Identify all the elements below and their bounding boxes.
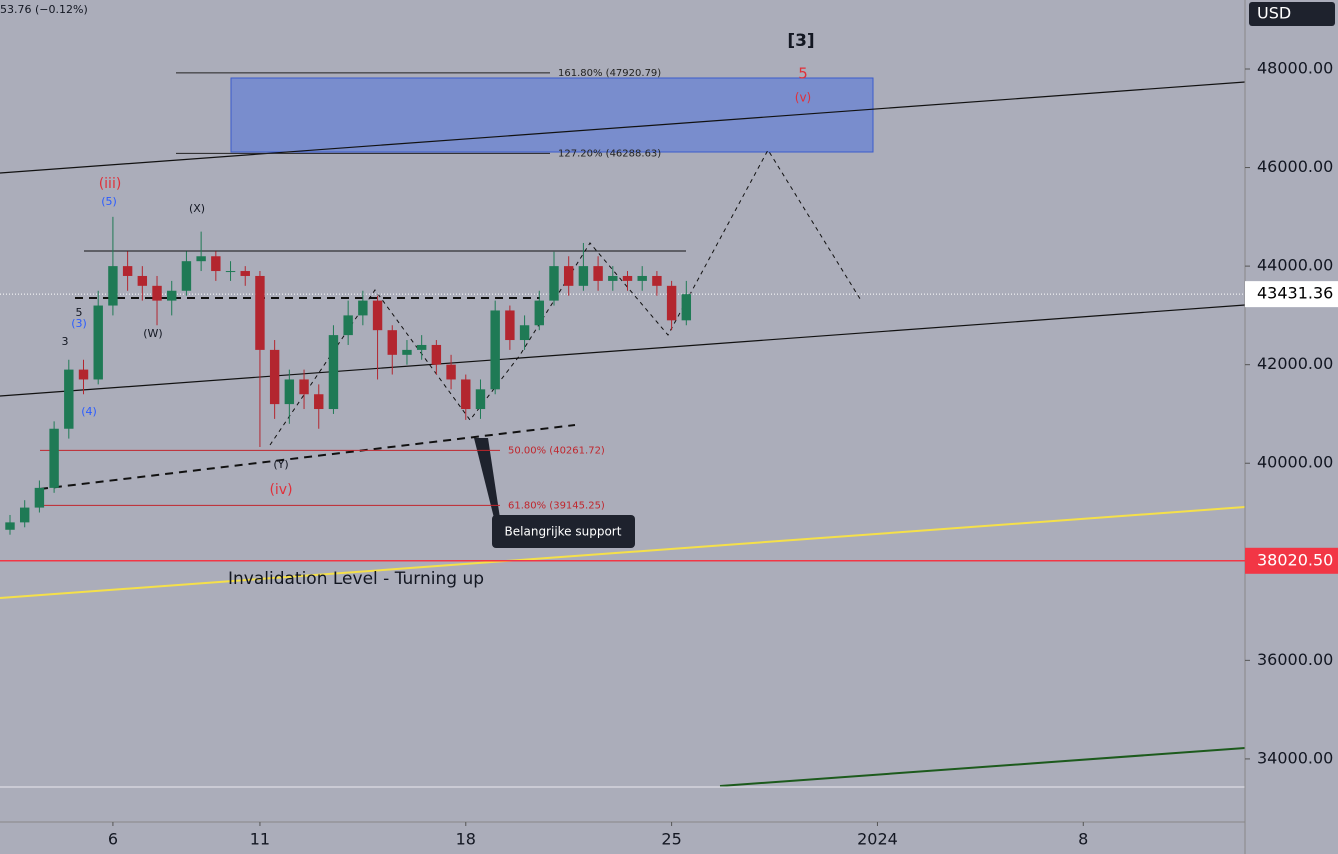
candle-body <box>666 285 677 321</box>
candle-body <box>328 335 339 410</box>
currency: USD <box>1257 4 1291 23</box>
candle-body <box>593 266 603 281</box>
lower-channel <box>0 304 1246 397</box>
candle-body <box>284 379 295 405</box>
candle-body <box>578 266 589 286</box>
candle-body <box>549 266 559 301</box>
candle-body <box>622 275 633 281</box>
yellow-trend <box>0 506 1246 599</box>
candle-body <box>196 256 206 262</box>
price-box <box>1245 281 1338 308</box>
candle-body <box>78 369 89 380</box>
candle-body <box>255 275 265 350</box>
fib-label: 50.00% (40261.72) <box>508 445 605 456</box>
y-tick-label: 48000.00 <box>1257 58 1333 77</box>
candle-body <box>64 369 74 429</box>
candle-body <box>225 271 236 273</box>
candle-body <box>343 315 353 336</box>
x-tick-label: 6 <box>108 830 118 849</box>
y-tick-label: 40000.00 <box>1257 453 1333 472</box>
y-tick-label: 34000.00 <box>1257 748 1333 767</box>
candle-body <box>387 330 397 355</box>
y-tick-label: 44000.00 <box>1257 256 1333 275</box>
candle-body <box>152 285 162 301</box>
support-trend <box>39 424 576 490</box>
candle-body <box>416 344 427 350</box>
currency-box <box>1249 2 1335 26</box>
upper-channel <box>0 81 1246 174</box>
candle-body <box>608 275 618 281</box>
fib-label: 127.20% (46288.63) <box>558 148 661 159</box>
candle-body <box>314 394 324 410</box>
candle-body <box>652 275 662 286</box>
y-tick-label: 36000.00 <box>1257 650 1333 669</box>
candle-body <box>475 389 486 410</box>
candle-body <box>461 379 471 410</box>
wave-label: (5) <box>101 195 117 208</box>
x-tick-label: 2024 <box>857 830 898 849</box>
candle-body <box>108 266 118 306</box>
candle-body <box>637 275 647 281</box>
candle-body <box>299 379 309 395</box>
candle-body <box>358 300 368 316</box>
candle-body <box>372 300 383 331</box>
wave-label: (Y) <box>273 458 288 471</box>
wave-label: (3) <box>71 317 87 330</box>
candle-body <box>534 300 544 326</box>
wave-label: [3] <box>787 31 814 51</box>
candle-body <box>137 275 148 286</box>
wave-label: (W) <box>143 327 162 340</box>
wave-label: 5 <box>76 306 83 319</box>
callout-text: Belangrijke support <box>505 525 622 539</box>
candle-body <box>181 261 192 291</box>
green-trend <box>719 747 1246 787</box>
candle-body <box>122 266 133 276</box>
candle-body <box>240 271 250 276</box>
price-label: 43431.36 <box>1257 284 1333 303</box>
wave-label: (X) <box>189 202 205 215</box>
wave-label: 3 <box>62 335 69 348</box>
callout-box <box>492 515 635 548</box>
y-tick-label: 42000.00 <box>1257 354 1333 373</box>
candle-body <box>269 349 280 405</box>
plot: Belangrijke support Invalidation Level -… <box>0 3 1246 788</box>
candle-body <box>563 266 574 286</box>
candle-body <box>167 290 177 301</box>
invalidation-text: Invalidation Level - Turning up <box>228 569 484 589</box>
wave-label: (v) <box>795 91 811 105</box>
price-box <box>1245 547 1338 574</box>
wave-label: 5 <box>798 65 808 83</box>
x-tick-label: 11 <box>250 830 270 849</box>
fib-label: 61.80% (39145.25) <box>508 500 605 511</box>
candle-body <box>49 428 59 488</box>
candle-body <box>19 507 30 523</box>
candle-body <box>681 294 692 321</box>
y-tick-label: 46000.00 <box>1257 157 1333 176</box>
candle-body <box>34 487 45 508</box>
target-box <box>230 77 874 153</box>
fib-label: 161.80% (47920.79) <box>558 68 661 79</box>
wave-label: (4) <box>81 405 97 418</box>
candle-body <box>5 522 15 530</box>
candle-body <box>446 364 456 380</box>
candle-body <box>505 310 515 341</box>
candle-body <box>431 344 442 365</box>
x-tick-label: 25 <box>661 830 681 849</box>
candle-body <box>490 310 500 390</box>
x-tick-label: 18 <box>456 830 476 849</box>
candle-body <box>211 256 221 272</box>
wave-label: (iv) <box>269 482 292 498</box>
price-label: 38020.50 <box>1257 550 1333 569</box>
callout-pointer <box>474 438 500 518</box>
candle-body <box>519 325 530 341</box>
candle-body <box>93 305 103 380</box>
x-tick-label: 8 <box>1078 830 1088 849</box>
candle-body <box>402 349 412 355</box>
header-text: 53.76 (−0.12%) <box>0 3 88 16</box>
wave-label: (iii) <box>99 176 122 192</box>
